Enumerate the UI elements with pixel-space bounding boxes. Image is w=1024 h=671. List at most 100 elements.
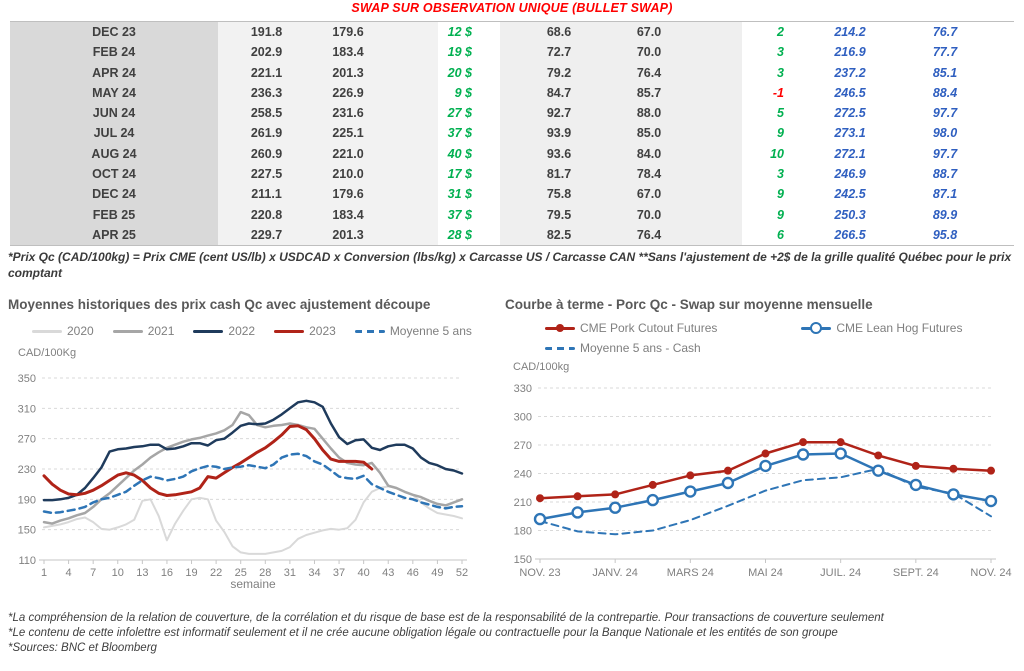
table-cell: 211.1 [218,184,315,205]
table-cell [990,225,1014,245]
svg-text:43: 43 [382,567,394,579]
svg-text:37: 37 [333,567,345,579]
table-cell: 84.7 [500,82,604,104]
table-row-month: JUL 24 [10,123,218,144]
table-cell: 260.9 [218,143,315,165]
svg-text:240: 240 [514,469,532,481]
svg-text:31: 31 [284,567,296,579]
chart-title: Moyennes historiques des prix cash Qc av… [8,297,431,312]
table-cell: 236.3 [218,82,315,104]
table-cell: 88.0 [604,103,694,124]
table-cell [694,82,742,104]
table-cell: 202.9 [218,42,315,63]
table-cell [694,224,742,246]
table-cell: 84.0 [604,143,694,165]
footnote: *Sources: BNC et Bloomberg [8,642,157,654]
table-cell [990,103,1014,123]
table-cell: 37 $ [447,207,472,222]
svg-text:330: 330 [514,383,532,395]
svg-text:270: 270 [514,440,532,452]
table-cell: 76.4 [604,224,694,246]
svg-text:210: 210 [514,497,532,509]
legend-item: 2020 [32,324,94,338]
table-cell: 3 [777,65,784,80]
table-cell: 17 $ [447,167,472,182]
table-cell [990,123,1014,143]
legend-item: Moyenne 5 ans - Cash [545,341,701,355]
svg-text:1: 1 [41,567,47,579]
table-cell: 5 [777,106,784,121]
legend-label: Moyenne 5 ans - Cash [580,341,701,355]
table-cell: 98.0 [932,126,958,141]
table-row-month: JUN 24 [10,103,218,124]
table-cell [990,164,1014,184]
table-cell: 227.5 [218,164,315,185]
footnote: *La compréhension de la relation de couv… [8,612,884,624]
table-cell: 237.2 [834,65,866,80]
table-cell: 81.7 [500,164,604,185]
page-title: SWAP SUR OBSERVATION UNIQUE (BULLET SWAP… [351,1,673,15]
y-axis-unit-label: CAD/100kg [513,361,570,373]
table-cell: -1 [772,85,784,100]
table-cell: 258.5 [218,103,315,124]
table-cell: 266.5 [834,227,866,242]
table-cell [694,204,742,225]
table-cell: 201.3 [315,62,381,83]
table-row-month: MAY 24 [10,82,218,104]
table-cell: 70.0 [604,42,694,63]
table-row-month: AUG 24 [10,143,218,165]
footnote: *Le contenu de cette infolettre est info… [8,627,838,639]
legend-item: 2021 [112,324,174,338]
table-cell: 20 $ [447,65,472,80]
legend-item: 2022 [193,324,255,338]
table-cell: 88.4 [932,85,958,100]
svg-text:22: 22 [210,567,222,579]
legend-row: 2020 2021 2022 2023 Moyenne 5 ans [32,321,490,341]
table-cell: 89.9 [932,207,958,222]
table-cell: 183.4 [315,42,381,63]
svg-text:NOV. 24: NOV. 24 [970,567,1011,579]
historical-prices-chart: Moyennes historiques des prix cash Qc av… [8,296,490,600]
table-cell [694,164,742,185]
svg-text:25: 25 [235,567,247,579]
table-cell [381,224,438,246]
table-cell: 85.7 [604,82,694,104]
svg-text:110: 110 [18,555,36,567]
table-cell: 79.2 [500,62,604,83]
table-cell: 179.6 [315,184,381,205]
table-cell: 226.9 [315,82,381,104]
legend-line-sample [193,325,224,337]
table-cell [381,184,438,205]
chart-title: Courbe à terme - Porc Qc - Swap sur moye… [505,297,873,312]
svg-text:49: 49 [431,567,443,579]
table-cell: 97.7 [932,146,958,161]
table-cell [990,205,1014,225]
table-cell: 37 $ [447,126,472,141]
legend-label: 2023 [309,324,336,338]
legend-line-sample [274,325,305,337]
table-cell [381,62,438,83]
legend-line-sample [801,322,832,334]
table-footnote: *Prix Qc (CAD/100kg) = Prix CME (cent US… [8,250,1012,280]
svg-text:310: 310 [18,403,36,415]
svg-text:JANV. 24: JANV. 24 [592,567,637,579]
table-cell: 6 [777,227,784,242]
legend-line-sample [112,325,143,337]
table-cell: 273.1 [834,126,866,141]
table-row-month: OCT 24 [10,164,218,185]
table-cell [381,204,438,225]
table-cell: 179.6 [315,22,381,43]
table-cell: 76.7 [932,25,958,39]
table-cell [990,63,1014,83]
svg-text:150: 150 [514,554,532,566]
svg-text:150: 150 [18,525,36,537]
table-cell: 92.7 [500,103,604,124]
table-cell: 27 $ [447,106,472,121]
legend-row: CME Pork Cutout Futures CME Lean Hog Futu… [545,318,1021,338]
table-cell [381,22,438,43]
table-cell: 272.1 [834,146,866,161]
table-cell: 229.7 [218,224,315,246]
table-cell [990,22,1014,42]
svg-text:300: 300 [514,412,532,424]
chart-legend: 2020 2021 2022 2023 Moyenne 5 ans [8,321,490,341]
